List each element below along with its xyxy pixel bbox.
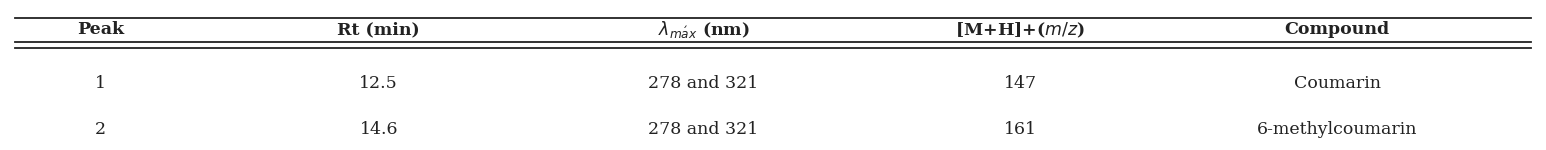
Text: 161: 161 xyxy=(1003,120,1037,138)
Text: 1: 1 xyxy=(94,75,107,93)
Text: Compound: Compound xyxy=(1285,21,1390,39)
Text: 6-methylcoumarin: 6-methylcoumarin xyxy=(1257,120,1418,138)
Text: 14.6: 14.6 xyxy=(360,120,397,138)
Text: 147: 147 xyxy=(1003,75,1037,93)
Text: Peak: Peak xyxy=(77,21,124,39)
Text: [M+H]+($\mathit{m/z}$): [M+H]+($\mathit{m/z}$) xyxy=(955,20,1085,40)
Text: 12.5: 12.5 xyxy=(359,75,399,93)
Text: 278 and 321: 278 and 321 xyxy=(648,75,759,93)
Text: 278 and 321: 278 and 321 xyxy=(648,120,759,138)
Text: $\lambda_{m\acute{a}x}$ (nm): $\lambda_{m\acute{a}x}$ (nm) xyxy=(657,20,750,40)
Text: Rt (min): Rt (min) xyxy=(337,21,421,39)
Text: 2: 2 xyxy=(94,120,107,138)
Text: Coumarin: Coumarin xyxy=(1294,75,1381,93)
